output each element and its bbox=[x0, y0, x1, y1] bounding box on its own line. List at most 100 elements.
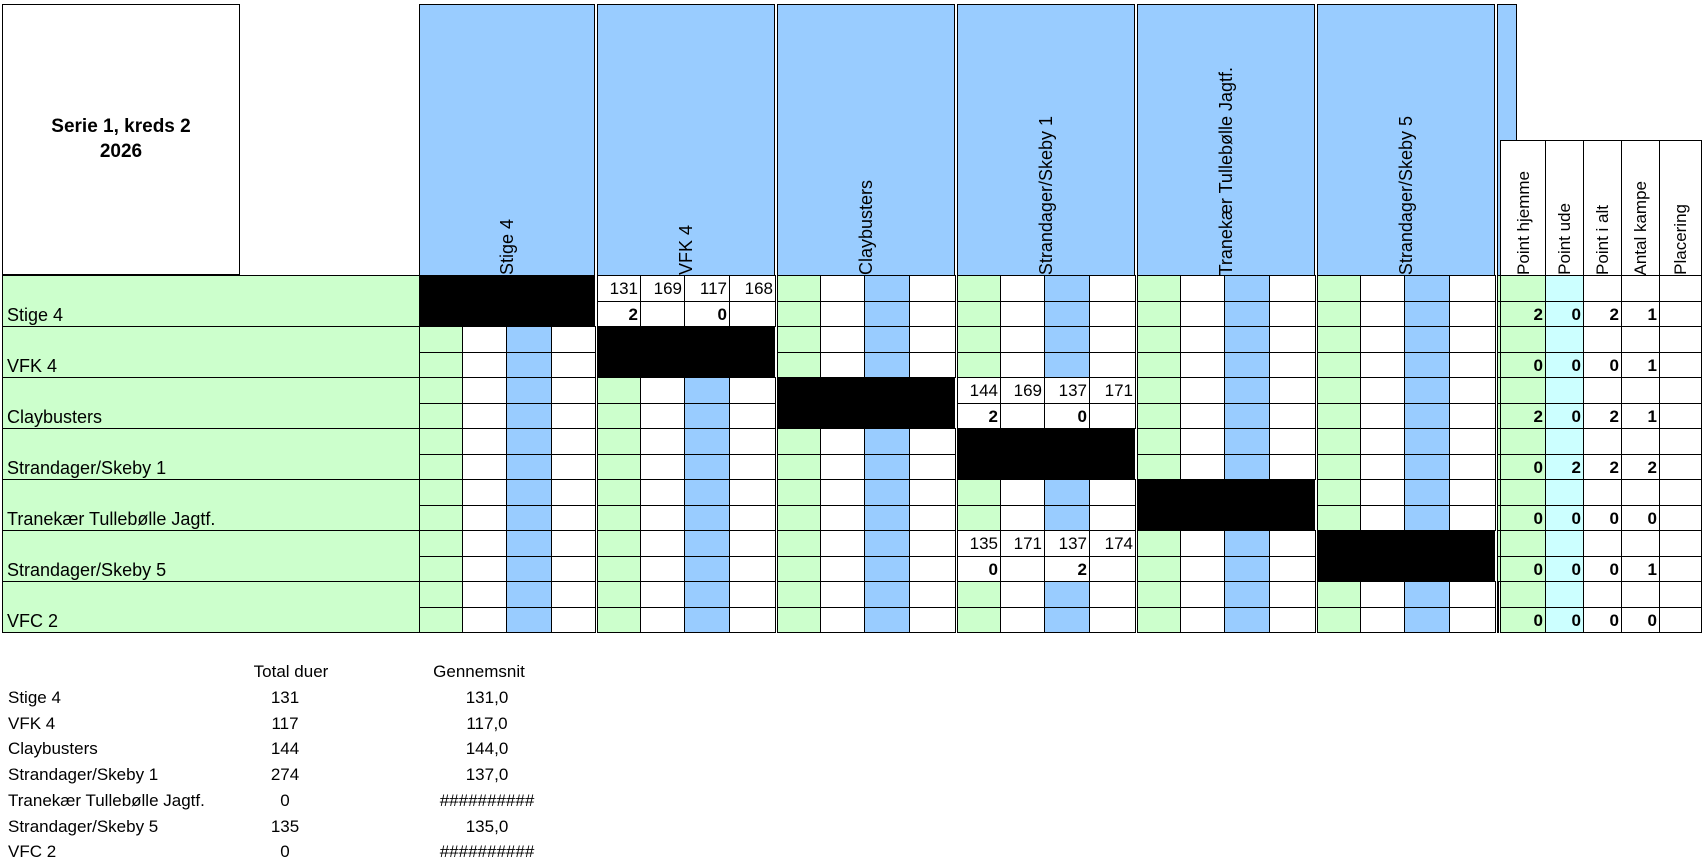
summary-value: 2 bbox=[1583, 301, 1622, 327]
empty-cell bbox=[864, 607, 910, 633]
empty-cell bbox=[1360, 607, 1405, 633]
empty-cell bbox=[640, 581, 685, 608]
empty-cell bbox=[1044, 275, 1090, 302]
empty-cell bbox=[506, 581, 552, 608]
summary-spacer bbox=[1583, 377, 1622, 404]
empty-cell bbox=[864, 428, 910, 455]
empty-cell bbox=[684, 530, 730, 557]
empty-cell bbox=[597, 556, 641, 582]
empty-cell bbox=[1224, 454, 1270, 480]
empty-cell bbox=[640, 505, 685, 531]
summary-spacer bbox=[1545, 377, 1584, 404]
empty-cell bbox=[1360, 581, 1405, 608]
empty-cell bbox=[1404, 607, 1450, 633]
summary-value bbox=[1659, 403, 1702, 429]
empty-cell bbox=[506, 326, 552, 353]
summary-spacer bbox=[1621, 275, 1660, 302]
score-cell: 171 bbox=[1089, 377, 1136, 404]
empty-cell bbox=[597, 581, 641, 608]
empty-cell bbox=[506, 403, 552, 429]
row-team-name: Strandager/Skeby 5 bbox=[2, 530, 420, 582]
empty-cell bbox=[909, 607, 956, 633]
empty-cell bbox=[1044, 352, 1090, 378]
title-line-1: Serie 1, kreds 2 bbox=[51, 115, 191, 137]
empty-cell bbox=[462, 505, 507, 531]
empty-cell bbox=[462, 352, 507, 378]
score-cell: 171 bbox=[1000, 530, 1045, 557]
title-line-2: 2026 bbox=[99, 140, 143, 162]
empty-cell bbox=[864, 479, 910, 506]
empty-cell bbox=[551, 505, 596, 531]
summary-value: 0 bbox=[1500, 556, 1546, 582]
empty-cell bbox=[909, 352, 956, 378]
score-cell: 131 bbox=[597, 275, 641, 302]
stats-team-name: Stige 4 bbox=[8, 688, 61, 707]
empty-cell bbox=[506, 607, 552, 633]
empty-cell bbox=[777, 479, 821, 506]
empty-cell bbox=[1449, 607, 1496, 633]
empty-cell bbox=[640, 607, 685, 633]
summary-spacer bbox=[1583, 326, 1622, 353]
points-cell bbox=[1000, 403, 1045, 429]
empty-cell bbox=[684, 556, 730, 582]
summary-header-label: Point i alt bbox=[1593, 205, 1612, 275]
empty-cell bbox=[729, 403, 776, 429]
empty-cell bbox=[1317, 479, 1361, 506]
empty-cell bbox=[1137, 581, 1181, 608]
empty-cell bbox=[597, 403, 641, 429]
summary-spacer bbox=[1659, 326, 1702, 353]
summary-value: 1 bbox=[1621, 301, 1660, 327]
empty-cell bbox=[864, 530, 910, 557]
empty-cell bbox=[957, 275, 1001, 302]
empty-cell bbox=[1360, 403, 1405, 429]
blocked-cell bbox=[419, 275, 595, 327]
empty-cell bbox=[1089, 275, 1136, 302]
empty-cell bbox=[597, 377, 641, 404]
summary-value: 0 bbox=[1545, 301, 1584, 327]
empty-cell bbox=[1449, 505, 1496, 531]
empty-cell bbox=[419, 556, 463, 582]
summary-spacer bbox=[1545, 428, 1584, 455]
empty-cell bbox=[1404, 479, 1450, 506]
empty-cell bbox=[597, 530, 641, 557]
score-cell: 168 bbox=[729, 275, 776, 302]
empty-cell bbox=[1449, 479, 1496, 506]
stats-team-name: Strandager/Skeby 5 bbox=[8, 816, 159, 836]
summary-spacer bbox=[1621, 377, 1660, 404]
empty-cell bbox=[551, 530, 596, 557]
empty-cell bbox=[1449, 454, 1496, 480]
empty-cell bbox=[957, 607, 1001, 633]
empty-cell bbox=[506, 377, 552, 404]
empty-cell bbox=[1137, 454, 1181, 480]
summary-value: 2 bbox=[1621, 454, 1660, 480]
empty-cell bbox=[1180, 607, 1225, 633]
stats-total: 135 bbox=[270, 816, 300, 836]
empty-cell bbox=[1137, 428, 1181, 455]
empty-cell bbox=[551, 326, 596, 353]
points-cell: 0 bbox=[957, 556, 1001, 582]
empty-cell bbox=[729, 377, 776, 404]
summary-value: 0 bbox=[1500, 352, 1546, 378]
empty-cell bbox=[864, 301, 910, 327]
empty-cell bbox=[1000, 301, 1045, 327]
empty-cell bbox=[1404, 403, 1450, 429]
empty-cell bbox=[1360, 326, 1405, 353]
empty-cell bbox=[1180, 403, 1225, 429]
empty-cell bbox=[1449, 581, 1496, 608]
empty-cell bbox=[1137, 301, 1181, 327]
summary-value: 0 bbox=[1583, 607, 1622, 633]
empty-cell bbox=[1404, 581, 1450, 608]
empty-cell bbox=[1224, 581, 1270, 608]
empty-cell bbox=[1000, 607, 1045, 633]
summary-spacer bbox=[1583, 275, 1622, 302]
empty-cell bbox=[551, 556, 596, 582]
stats-average: 135,0 bbox=[465, 816, 509, 836]
row-team-name: Tranekær Tullebølle Jagtf. bbox=[2, 479, 420, 531]
empty-cell bbox=[864, 581, 910, 608]
empty-cell bbox=[684, 505, 730, 531]
summary-header: Antal kampe bbox=[1621, 140, 1660, 276]
summary-value: 1 bbox=[1621, 403, 1660, 429]
empty-cell bbox=[1404, 326, 1450, 353]
empty-cell bbox=[909, 556, 956, 582]
empty-cell bbox=[1269, 556, 1316, 582]
